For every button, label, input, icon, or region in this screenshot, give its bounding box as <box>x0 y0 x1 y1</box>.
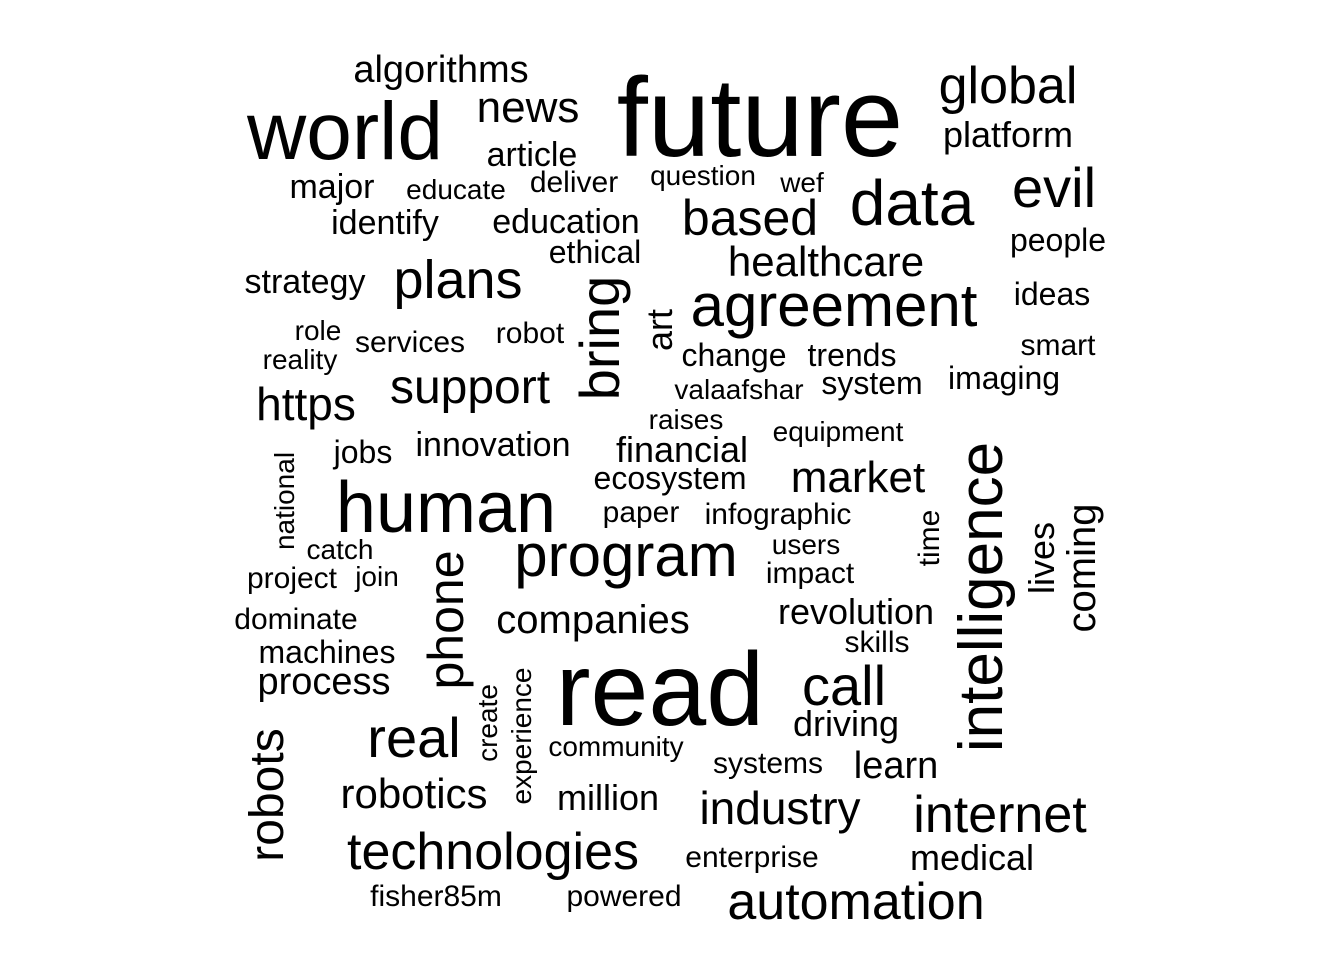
word-trends: trends <box>807 337 897 373</box>
word-healthcare: healthcare <box>727 238 925 285</box>
word-ethical: ethical <box>548 234 642 270</box>
word-dominate: dominate <box>234 603 358 636</box>
word-fisher85m: fisher85m <box>370 880 502 913</box>
word-algorithms: algorithms <box>353 49 529 91</box>
word-role: role <box>294 315 342 346</box>
word-identify: identify <box>331 204 439 242</box>
word-valaafshar: valaafshar <box>674 374 804 405</box>
word-global: global <box>938 57 1078 115</box>
word-future: future <box>616 55 904 180</box>
word-data: data <box>849 167 975 239</box>
word-art: art <box>639 308 680 352</box>
word-revolution: revolution <box>777 591 935 632</box>
word-infographic: infographic <box>704 498 852 531</box>
word-smart: smart <box>1020 329 1096 362</box>
word-join: join <box>355 561 399 592</box>
word-machines: machines <box>258 634 396 670</box>
word-paper: paper <box>602 496 680 529</box>
word-jobs: jobs <box>333 434 393 470</box>
word-enterprise: enterprise <box>685 841 819 874</box>
word-human: human <box>335 468 557 548</box>
word-million: million <box>556 777 660 818</box>
word-question: question <box>650 160 756 191</box>
word-system: system <box>821 365 923 401</box>
word-major: major <box>289 168 375 206</box>
word-community: community <box>548 731 684 762</box>
word-robots: robots <box>241 728 294 862</box>
word-support: support <box>389 361 551 414</box>
word-intelligence: intelligence <box>947 441 1016 753</box>
word-experience: experience <box>506 667 537 805</box>
word-powered: powered <box>566 880 682 913</box>
word-phone: phone <box>418 550 474 690</box>
word-technologies: technologies <box>347 823 639 881</box>
word-imaging: imaging <box>947 360 1061 396</box>
word-companies: companies <box>496 598 690 642</box>
word-automation: automation <box>727 873 985 931</box>
word-ecosystem: ecosystem <box>593 460 747 496</box>
word-agreement: agreement <box>690 272 978 339</box>
word-market: market <box>790 453 926 502</box>
word-impact: impact <box>765 557 855 590</box>
word-https: https <box>256 378 356 430</box>
word-driving: driving <box>792 703 900 744</box>
word-read: read <box>555 632 765 748</box>
word-strategy: strategy <box>244 263 366 301</box>
word-national: national <box>269 451 300 551</box>
word-equipment: equipment <box>772 416 904 447</box>
word-learn: learn <box>853 745 939 787</box>
word-wef: wef <box>780 167 824 198</box>
word-news: news <box>476 83 580 132</box>
word-reality: reality <box>262 344 338 375</box>
word-deliver: deliver <box>529 166 619 199</box>
word-world: world <box>247 86 443 177</box>
word-catch: catch <box>306 534 374 565</box>
word-program: program <box>514 522 738 589</box>
word-innovation: innovation <box>415 426 571 464</box>
word-time: time <box>913 509 946 567</box>
word-lives: lives <box>1021 521 1062 595</box>
word-robot: robot <box>495 317 565 350</box>
word-create: create <box>472 684 503 762</box>
word-users: users <box>771 529 841 560</box>
word-coming: coming <box>1060 503 1104 633</box>
word-industry: industry <box>699 782 861 834</box>
word-project: project <box>246 562 338 595</box>
word-educate: educate <box>406 174 506 205</box>
word-robotics: robotics <box>340 770 488 817</box>
word-systems: systems <box>712 747 824 780</box>
word-plans: plans <box>393 250 523 310</box>
word-financial: financial <box>615 429 749 470</box>
word-skills: skills <box>844 626 910 659</box>
word-call: call <box>801 654 887 717</box>
word-process: process <box>257 661 391 703</box>
word-education: education <box>492 203 640 241</box>
word-raises: raises <box>648 404 724 435</box>
word-bring: bring <box>568 275 631 401</box>
word-real: real <box>367 706 461 769</box>
word-based: based <box>681 190 819 246</box>
word-services: services <box>354 326 466 359</box>
word-people: people <box>1009 222 1107 258</box>
word-internet: internet <box>913 786 1087 844</box>
word-ideas: ideas <box>1013 276 1091 312</box>
word-evil: evil <box>1011 156 1097 219</box>
word-article: article <box>486 136 578 174</box>
word-change: change <box>681 337 787 373</box>
word-medical: medical <box>909 837 1035 878</box>
word-platform: platform <box>942 114 1074 155</box>
